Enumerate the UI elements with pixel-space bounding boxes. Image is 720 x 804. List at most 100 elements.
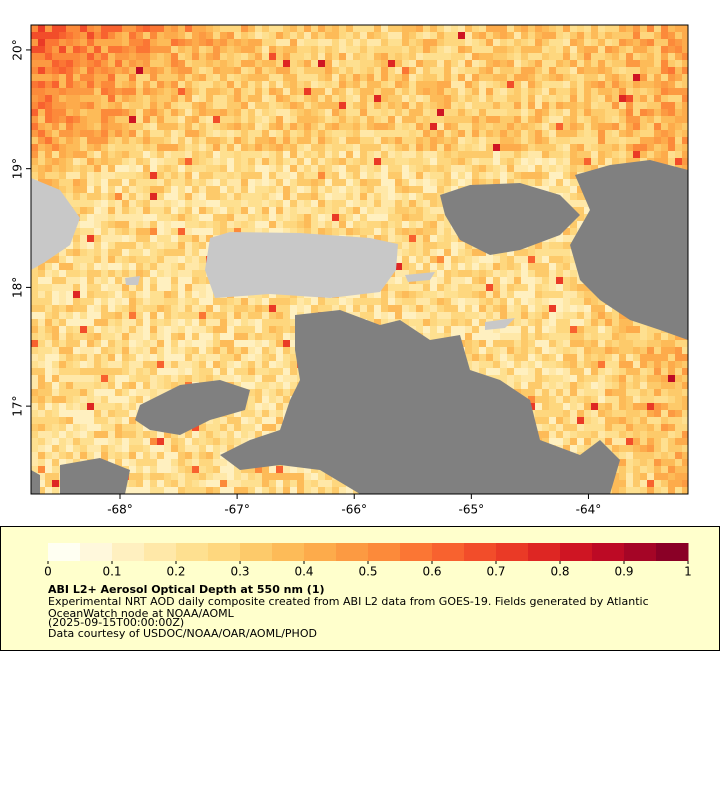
pixel [521, 284, 528, 291]
pixel [199, 221, 206, 228]
pixel [682, 81, 688, 88]
pixel [87, 312, 94, 319]
pixel [444, 74, 451, 81]
pixel [297, 207, 304, 214]
pixel [577, 74, 584, 81]
pixel [87, 305, 94, 312]
pixel [486, 123, 493, 130]
pixel [220, 151, 227, 158]
pixel [87, 221, 94, 228]
pixel [199, 228, 206, 235]
pixel [381, 200, 388, 207]
pixel [360, 137, 367, 144]
pixel [682, 368, 688, 375]
pixel [535, 60, 542, 67]
pixel [514, 333, 521, 340]
pixel [283, 326, 290, 333]
pixel [493, 67, 500, 74]
pixel [206, 39, 213, 46]
pixel [633, 95, 640, 102]
pixel [136, 151, 143, 158]
pixel [45, 340, 52, 347]
pixel [150, 249, 157, 256]
pixel [416, 172, 423, 179]
pixel [241, 179, 248, 186]
pixel [444, 179, 451, 186]
pixel [73, 340, 80, 347]
pixel [325, 214, 332, 221]
pixel [52, 32, 59, 39]
pixel [269, 46, 276, 53]
pixel [647, 389, 654, 396]
pixel [87, 74, 94, 81]
pixel [388, 221, 395, 228]
pixel [430, 312, 437, 319]
pixel [423, 172, 430, 179]
pixel [423, 186, 430, 193]
pixel [171, 151, 178, 158]
pixel [388, 298, 395, 305]
pixel [444, 256, 451, 263]
pixel [486, 340, 493, 347]
pixel [248, 158, 255, 165]
pixel [87, 32, 94, 39]
pixel [465, 144, 472, 151]
pixel [451, 179, 458, 186]
pixel [472, 88, 479, 95]
pixel [115, 242, 122, 249]
pixel [136, 193, 143, 200]
pixel [542, 109, 549, 116]
pixel [185, 326, 192, 333]
pixel [227, 186, 234, 193]
pixel [262, 144, 269, 151]
pixel [486, 88, 493, 95]
pixel [255, 368, 262, 375]
pixel [521, 375, 528, 382]
pixel [563, 109, 570, 116]
pixel [157, 368, 164, 375]
pixel [122, 172, 129, 179]
pixel [276, 25, 283, 32]
pixel [171, 319, 178, 326]
pixel [626, 326, 633, 333]
pixel [598, 158, 605, 165]
pixel [661, 53, 668, 60]
pixel [556, 361, 563, 368]
pixel [577, 60, 584, 67]
pixel [52, 361, 59, 368]
pixel [353, 130, 360, 137]
pixel [626, 158, 633, 165]
pixel [31, 340, 38, 347]
pixel [143, 214, 150, 221]
pixel [38, 263, 45, 270]
pixel [297, 200, 304, 207]
pixel [374, 123, 381, 130]
pixel [549, 291, 556, 298]
pixel [73, 389, 80, 396]
pixel [619, 102, 626, 109]
pixel [521, 165, 528, 172]
pixel [339, 74, 346, 81]
pixel [339, 46, 346, 53]
pixel [262, 165, 269, 172]
pixel [472, 130, 479, 137]
pixel [563, 249, 570, 256]
pixel [381, 74, 388, 81]
pixel [164, 291, 171, 298]
pixel [409, 305, 416, 312]
pixel [311, 25, 318, 32]
pixel [507, 172, 514, 179]
pixel [577, 221, 584, 228]
pixel [682, 53, 688, 60]
pixel [115, 368, 122, 375]
pixel [122, 130, 129, 137]
pixel [108, 46, 115, 53]
pixel [444, 186, 451, 193]
pixel [640, 88, 647, 95]
pixel [297, 193, 304, 200]
pixel [108, 123, 115, 130]
pixel [87, 151, 94, 158]
pixel [353, 144, 360, 151]
pixel [192, 340, 199, 347]
pixel [171, 53, 178, 60]
